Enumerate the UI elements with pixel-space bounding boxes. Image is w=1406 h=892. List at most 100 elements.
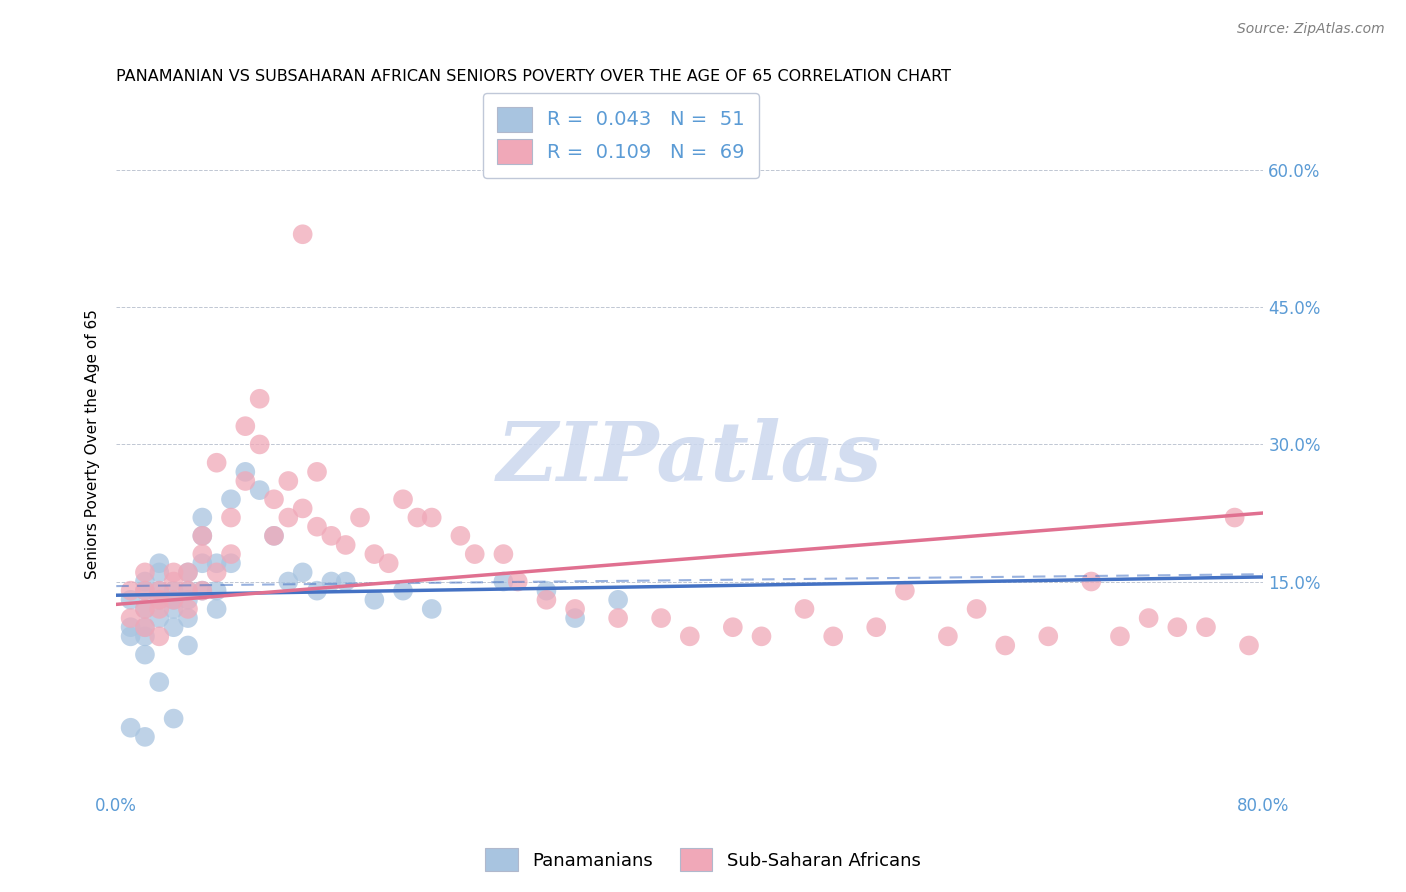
Text: PANAMANIAN VS SUBSAHARAN AFRICAN SENIORS POVERTY OVER THE AGE OF 65 CORRELATION : PANAMANIAN VS SUBSAHARAN AFRICAN SENIORS…: [117, 69, 952, 84]
Point: [191, 547, 214, 561]
Point: [219, 547, 242, 561]
Point: [162, 583, 184, 598]
Point: [134, 620, 156, 634]
Point: [134, 602, 156, 616]
Point: [148, 675, 170, 690]
Point: [721, 620, 744, 634]
Point: [177, 583, 200, 598]
Point: [564, 602, 586, 616]
Point: [148, 583, 170, 598]
Point: [291, 501, 314, 516]
Point: [1166, 620, 1188, 634]
Point: [536, 592, 558, 607]
Point: [120, 592, 142, 607]
Text: Source: ZipAtlas.com: Source: ZipAtlas.com: [1237, 22, 1385, 37]
Point: [793, 602, 815, 616]
Point: [1237, 639, 1260, 653]
Point: [564, 611, 586, 625]
Point: [148, 583, 170, 598]
Point: [134, 620, 156, 634]
Point: [177, 602, 200, 616]
Point: [205, 566, 228, 580]
Point: [751, 629, 773, 643]
Legend: Panamanians, Sub-Saharan Africans: Panamanians, Sub-Saharan Africans: [478, 841, 928, 879]
Point: [134, 583, 156, 598]
Point: [406, 510, 429, 524]
Point: [148, 592, 170, 607]
Point: [363, 592, 385, 607]
Point: [191, 583, 214, 598]
Point: [377, 556, 399, 570]
Point: [205, 602, 228, 616]
Point: [363, 547, 385, 561]
Point: [823, 629, 845, 643]
Point: [162, 620, 184, 634]
Point: [191, 529, 214, 543]
Point: [148, 611, 170, 625]
Point: [1195, 620, 1218, 634]
Point: [305, 465, 328, 479]
Point: [205, 556, 228, 570]
Point: [249, 483, 271, 497]
Point: [349, 510, 371, 524]
Point: [263, 529, 285, 543]
Point: [148, 629, 170, 643]
Point: [177, 611, 200, 625]
Point: [291, 566, 314, 580]
Point: [134, 574, 156, 589]
Point: [219, 492, 242, 507]
Point: [1080, 574, 1102, 589]
Point: [219, 556, 242, 570]
Point: [191, 583, 214, 598]
Point: [305, 583, 328, 598]
Point: [335, 538, 357, 552]
Point: [148, 556, 170, 570]
Point: [305, 519, 328, 533]
Point: [191, 556, 214, 570]
Point: [233, 474, 256, 488]
Point: [120, 611, 142, 625]
Point: [134, 648, 156, 662]
Point: [994, 639, 1017, 653]
Point: [134, 583, 156, 598]
Point: [148, 566, 170, 580]
Point: [449, 529, 471, 543]
Point: [335, 574, 357, 589]
Point: [506, 574, 529, 589]
Point: [492, 547, 515, 561]
Point: [321, 574, 343, 589]
Point: [162, 574, 184, 589]
Point: [148, 602, 170, 616]
Point: [233, 465, 256, 479]
Point: [392, 583, 415, 598]
Point: [865, 620, 887, 634]
Point: [420, 510, 443, 524]
Point: [205, 583, 228, 598]
Point: [120, 721, 142, 735]
Point: [321, 529, 343, 543]
Point: [650, 611, 672, 625]
Point: [392, 492, 415, 507]
Point: [936, 629, 959, 643]
Point: [1137, 611, 1160, 625]
Point: [134, 629, 156, 643]
Point: [249, 437, 271, 451]
Point: [120, 583, 142, 598]
Point: [291, 227, 314, 242]
Point: [263, 492, 285, 507]
Point: [162, 566, 184, 580]
Point: [607, 611, 630, 625]
Point: [464, 547, 486, 561]
Point: [134, 566, 156, 580]
Point: [1109, 629, 1132, 643]
Point: [177, 566, 200, 580]
Point: [162, 712, 184, 726]
Point: [177, 592, 200, 607]
Point: [679, 629, 702, 643]
Point: [177, 566, 200, 580]
Point: [177, 639, 200, 653]
Point: [249, 392, 271, 406]
Point: [120, 620, 142, 634]
Point: [1223, 510, 1246, 524]
Text: ZIPatlas: ZIPatlas: [498, 418, 883, 499]
